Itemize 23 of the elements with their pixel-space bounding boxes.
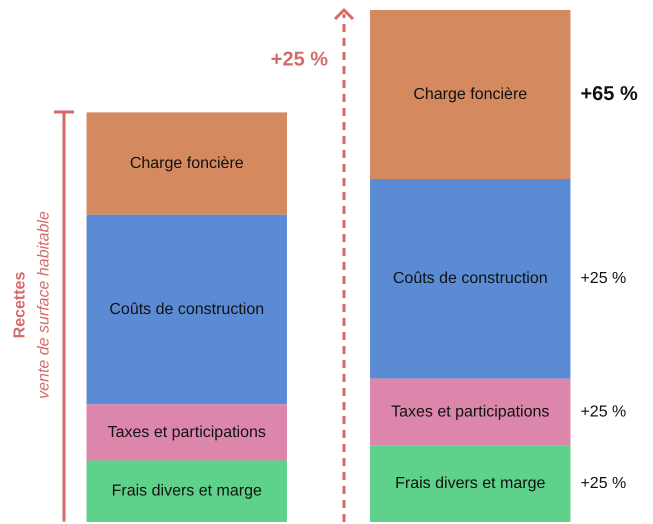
- text: Charge foncière: [413, 86, 528, 103]
- text: Frais divers et marge: [395, 475, 546, 492]
- bar: [86, 214, 287, 404]
- annotation: vente de surface habitable: [35, 211, 52, 399]
- series-label: Charge foncière: [130, 155, 244, 172]
- series-label: Coûts de construction: [109, 300, 264, 318]
- annotation: +25 %: [270, 48, 328, 71]
- bar: [370, 445, 570, 522]
- series-label: Frais divers et marge: [112, 482, 262, 500]
- bar: [370, 378, 570, 446]
- bar: [370, 178, 570, 379]
- bar: [370, 10, 570, 179]
- text: Taxes et participations: [391, 403, 550, 420]
- text: Recettes: [11, 272, 28, 338]
- annotation: +25 %: [580, 403, 626, 420]
- bar: [86, 404, 287, 461]
- bar: [86, 460, 287, 522]
- bar: [86, 112, 287, 215]
- series-label: Taxes et participations: [108, 424, 266, 441]
- annotation: +65 %: [580, 82, 638, 105]
- text: Coûts de construction: [392, 270, 548, 288]
- annotation: +25 %: [580, 475, 626, 492]
- annotation: +25 %: [580, 270, 626, 288]
